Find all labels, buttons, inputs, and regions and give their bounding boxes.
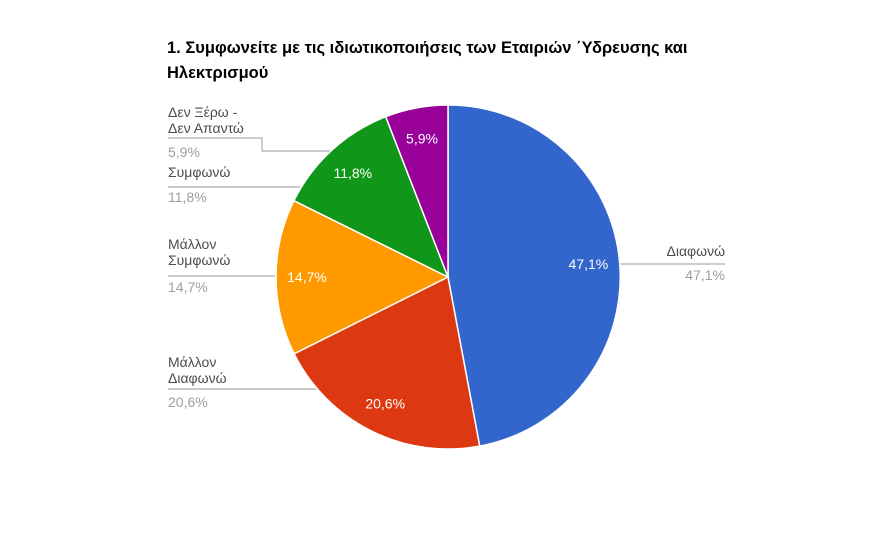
slice-value-label-2: 14,7% — [287, 269, 327, 285]
callout-percent-mallon-diafono: 20,6% — [168, 394, 208, 410]
slice-value-label-3: 11,8% — [333, 165, 372, 181]
callout-label-diafono: Διαφωνώ — [666, 243, 726, 259]
pie-slice-3 — [292, 115, 450, 279]
callout-percent-den-xero-den-apanto: 5,9% — [168, 144, 200, 160]
slice-value-label-1: 20,6% — [365, 395, 405, 411]
callout-percent-mallon-symfono: 14,7% — [168, 279, 208, 295]
callout-label-den-xero-den-apanto: Δεν Ξέρω - Δεν Απαντώ — [168, 104, 244, 136]
callout-percent-symfono: 11,8% — [168, 189, 207, 205]
chart-title: 1. Συμφωνείτε με τις ιδιωτικοποιήσεις τω… — [167, 36, 688, 86]
pie-slice-1 — [293, 275, 481, 450]
pie-slice-2 — [275, 199, 450, 355]
callout-label-symfono: Συμφωνώ — [168, 164, 231, 180]
callout-percent-diafono: 47,1% — [685, 267, 725, 283]
slice-value-label-4: 5,9% — [406, 130, 438, 146]
callout-label-mallon-symfono: Μάλλον Συμφωνώ — [168, 236, 231, 268]
pie-slice-0 — [447, 104, 621, 447]
callout-label-mallon-diafono: Μάλλον Διαφωνώ — [168, 354, 227, 386]
chart-title-line1: 1. Συμφωνείτε με τις ιδιωτικοποιήσεις τω… — [167, 39, 688, 57]
slice-value-label-0: 47,1% — [569, 256, 609, 272]
chart-title-line2: Ηλεκτρισμού — [167, 64, 269, 82]
pie-slice-4 — [384, 104, 449, 278]
